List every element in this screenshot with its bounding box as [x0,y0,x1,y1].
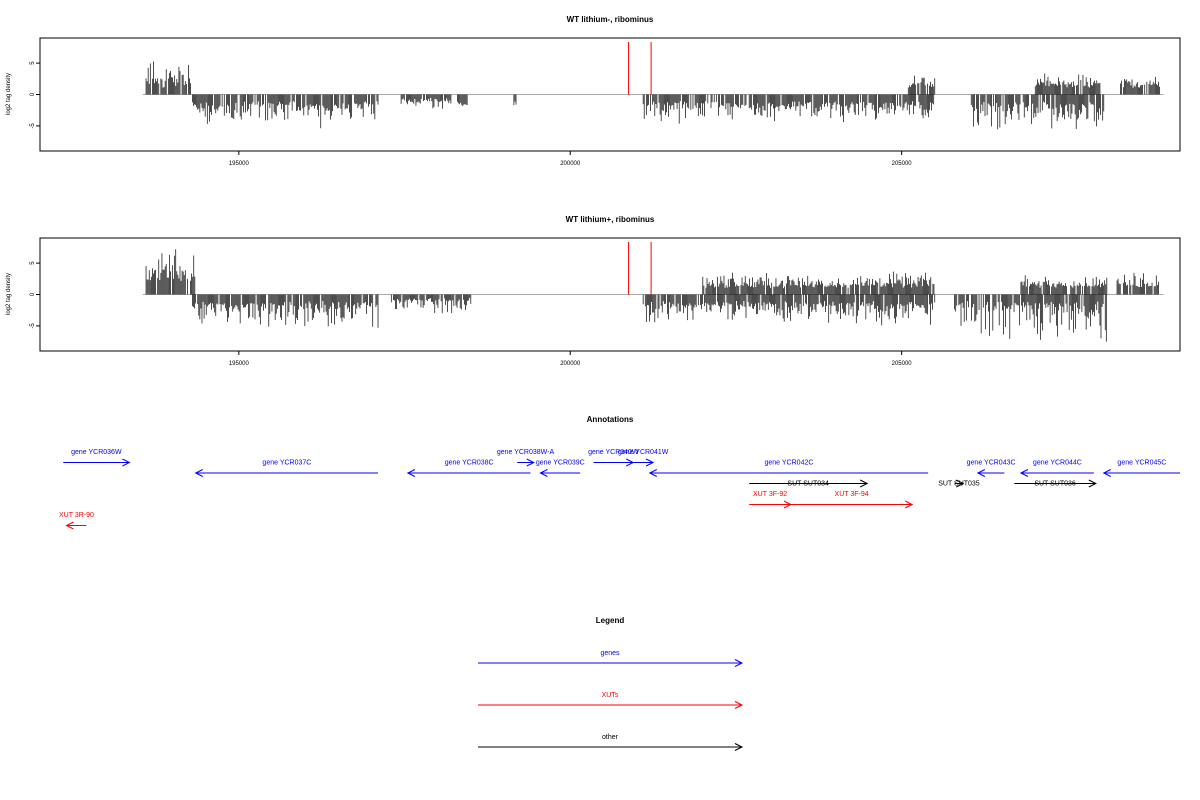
legend-title: Legend [596,616,625,625]
y-tick-label: -5 [30,323,36,329]
legend-label: XUTs [602,692,619,699]
feature-arrow [1102,469,1180,477]
x-tick-label: 195000 [229,361,250,367]
feature-arrow [633,458,655,467]
feature-arrow [749,479,869,488]
feature-arrow [749,500,793,509]
feature-label: XUT 3F-92 [753,491,787,498]
feature-label: gene YCR036W [71,449,122,456]
feature-label: gene YCR040W [588,449,639,456]
legend-arrow-other [478,743,744,751]
x-tick-label: 200000 [560,161,581,167]
feature-label: SUT SUT034 [787,481,829,488]
feature-arrow [790,500,914,509]
y-axis-label: log2 tag density [6,273,12,315]
feature-arrow [1014,479,1097,488]
y-tick-label: -5 [30,123,36,129]
feature-label: XUT 3F-94 [835,491,869,498]
feature-label: gene YCR045C [1117,460,1166,467]
track-lithium-plus: WT lithium+, ribominus log2 tag density … [6,215,1181,367]
feature-label: SUT SUT036 [1034,481,1076,488]
x-tick-label: 195000 [229,161,250,167]
feature-label: gene YCR037C [262,460,311,467]
feature-label: gene YCR044C [1033,460,1082,467]
feature-label: gene YCR041W [618,449,669,456]
track-title: WT lithium+, ribominus [566,215,655,224]
legend: Legend genes XUTs other [478,616,744,751]
y-axis-label: log2 tag density [6,73,12,115]
feature-arrow [539,469,581,477]
feature-label: gene YCR042C [765,460,814,467]
feature-arrow [593,458,635,467]
track-lithium-minus: WT lithium-, ribominus log2 tag density … [6,15,1181,167]
feature-arrow [63,458,131,467]
track-title: WT lithium-, ribominus [567,15,654,24]
x-tick-label: 205000 [892,161,913,167]
y-tick-label: 0 [30,92,36,96]
legend-arrow-XUTs [478,701,744,709]
feature-arrow [954,479,965,488]
x-tick-label: 205000 [892,361,913,367]
y-tick-label: 5 [30,61,36,65]
annotations-title: Annotations [587,415,634,424]
plot-frame [39,37,1181,152]
feature-arrow [1019,469,1094,477]
feature-label: XUT 3R-90 [59,512,94,519]
feature-arrow [194,469,379,477]
feature-arrow [976,469,1005,477]
feature-arrow [65,521,87,530]
legend-label: genes [600,650,620,657]
feature-arrow [406,469,531,477]
legend-label: other [602,734,619,741]
feature-label: gene YCR043C [967,460,1016,467]
x-tick-label: 200000 [560,361,581,367]
plot-frame [39,237,1181,352]
annotations-panel: Annotations gene YCR036W gene YCR037C gene… [59,415,1180,530]
y-tick-label: 5 [30,261,36,265]
feature-arrow [517,458,535,467]
feature-label: SUT SUT035 [938,481,980,488]
feature-label: gene YCR038W-A [497,449,555,456]
feature-label: gene YCR038C [445,460,494,467]
y-tick-label: 0 [30,292,36,296]
legend-arrow-genes [478,659,744,667]
feature-arrow [648,469,929,477]
feature-label: gene YCR039C [536,460,585,467]
